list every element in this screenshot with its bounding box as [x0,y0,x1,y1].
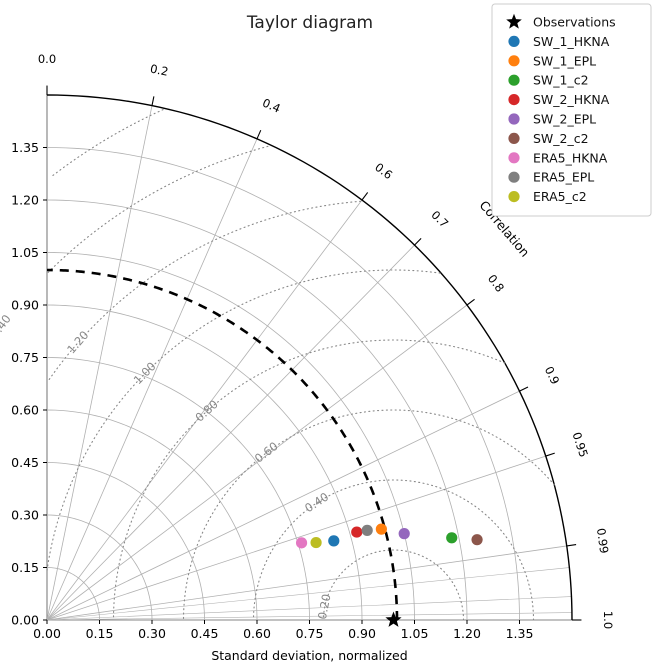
x-tick-label: 1.05 [401,626,429,641]
x-tick-label: 0.30 [138,626,166,641]
corr-tick [545,452,555,457]
std-arc-gridline [46,199,468,621]
legend-entry-label[interactable]: ERA5_EPL [533,170,594,185]
x-tick-label: 1.35 [506,626,534,641]
corr-tick-label: 0.6 [372,160,395,182]
legend-entry-label[interactable]: SW_1_EPL [533,53,596,68]
reference-std-arc [47,268,399,620]
y-tick-label: 0.60 [11,403,39,418]
x-tick-label: 1.20 [453,626,481,641]
corr-tick-label: 1.0 [601,611,615,629]
corr-tick-label: 0.9 [542,364,563,387]
corr-tick-label: 0.95 [569,430,590,459]
rms-contour-label: 1.00 [131,359,159,387]
x-tick-label: 0.15 [86,626,114,641]
page-title: Taylor diagram [246,13,373,33]
corr-tick [519,386,529,392]
y-tick-label: 0.15 [11,560,39,575]
legend-marker-circle [508,74,520,86]
std-arc-gridline [46,304,363,621]
rms-contour-label: 1.40 [0,312,14,341]
std-arc-gridline [46,357,310,621]
corr-tick [151,96,155,106]
corr-tick [466,298,475,306]
corr-tick [256,129,262,140]
rms-contour [252,479,535,621]
std-arc-gridline [46,567,100,621]
rms-contour [49,109,164,179]
legend-marker-circle [508,113,520,125]
rms-contour [46,145,269,275]
std-arc-gridline [46,514,153,621]
legend-marker-circle [508,35,520,48]
data-point-marker[interactable] [351,526,363,538]
legend-box [491,3,652,217]
corr-tick-label: 0.4 [260,96,282,116]
legend-marker-circle [508,55,520,67]
corr-tick [566,544,577,547]
rms-contour-label: 0.20 [315,593,334,621]
legend-entry-label[interactable]: ERA5_HKNA [533,150,608,165]
data-point-marker[interactable] [446,532,458,544]
std-arc-gridline [46,252,415,621]
x-tick-label: 0.45 [191,626,219,641]
x-tick-label: 0.90 [348,626,376,641]
x-tick-label: 0.60 [243,626,271,641]
y-tick-label: 0.75 [11,350,39,365]
rms-contour-label: 1.20 [64,328,91,356]
legend-entry-label[interactable]: ERA5_c2 [533,189,587,204]
y-tick-label: 0.90 [11,298,39,313]
x-tick-label: 0.75 [296,626,324,641]
rms-contour [47,200,362,382]
data-point-marker[interactable] [310,536,322,549]
corr-tick-label: 0.99 [594,527,611,554]
legend-marker-circle [508,94,520,106]
data-point-marker[interactable] [361,524,373,536]
data-point-marker[interactable] [328,535,340,547]
data-point-marker[interactable] [471,534,483,546]
rms-contour [112,339,506,621]
y-tick-label: 1.05 [11,245,39,260]
std-arc-gridline [46,409,258,621]
rms-contour-label: 0.40 [302,490,331,516]
legend-marker-circle [508,152,520,164]
legend-entry-label[interactable]: SW_2_HKNA [533,92,610,107]
y-tick-label: 0.00 [11,613,39,628]
corr-tick-label: 0.7 [428,208,451,231]
y-tick-label: 0.45 [11,455,39,470]
reference-star-marker [385,611,402,627]
legend-marker-circle [508,171,520,183]
corr-tick-label: 0.8 [485,272,507,295]
x-tick-label: 0.00 [33,626,61,641]
data-point-marker[interactable] [375,523,387,535]
corr-tick [414,237,422,246]
legend-marker-star [506,13,522,29]
data-point-marker[interactable] [398,528,410,540]
legend-marker-circle [508,132,520,144]
legend-entry-label[interactable]: Observations [533,15,616,30]
std-arc-gridline [46,147,520,621]
legend-entry-label[interactable]: SW_2_c2 [533,131,589,146]
y-tick-label: 1.20 [11,193,39,208]
rms-contour [46,269,441,572]
legend-entry-label[interactable]: SW_1_HKNA [533,34,610,49]
corr-tick-label: 0.2 [149,61,170,78]
rms-contour-label: 0.60 [252,439,281,466]
legend-marker-circle [508,191,520,203]
corr-tick [361,192,369,201]
y-tick-label: 0.30 [11,508,39,523]
data-point-marker[interactable] [295,537,308,549]
y-tick-label: 1.35 [11,140,39,155]
std-arc-gridline [46,462,205,621]
legend-entry-label[interactable]: SW_2_EPL [533,112,596,127]
rms-contour [182,409,555,621]
legend-entry-label[interactable]: SW_1_c2 [533,73,589,88]
x-axis-label: Standard deviation, normalized [211,648,407,663]
rms-contour [322,549,465,621]
corr-tick-label: 0.0 [38,52,56,66]
